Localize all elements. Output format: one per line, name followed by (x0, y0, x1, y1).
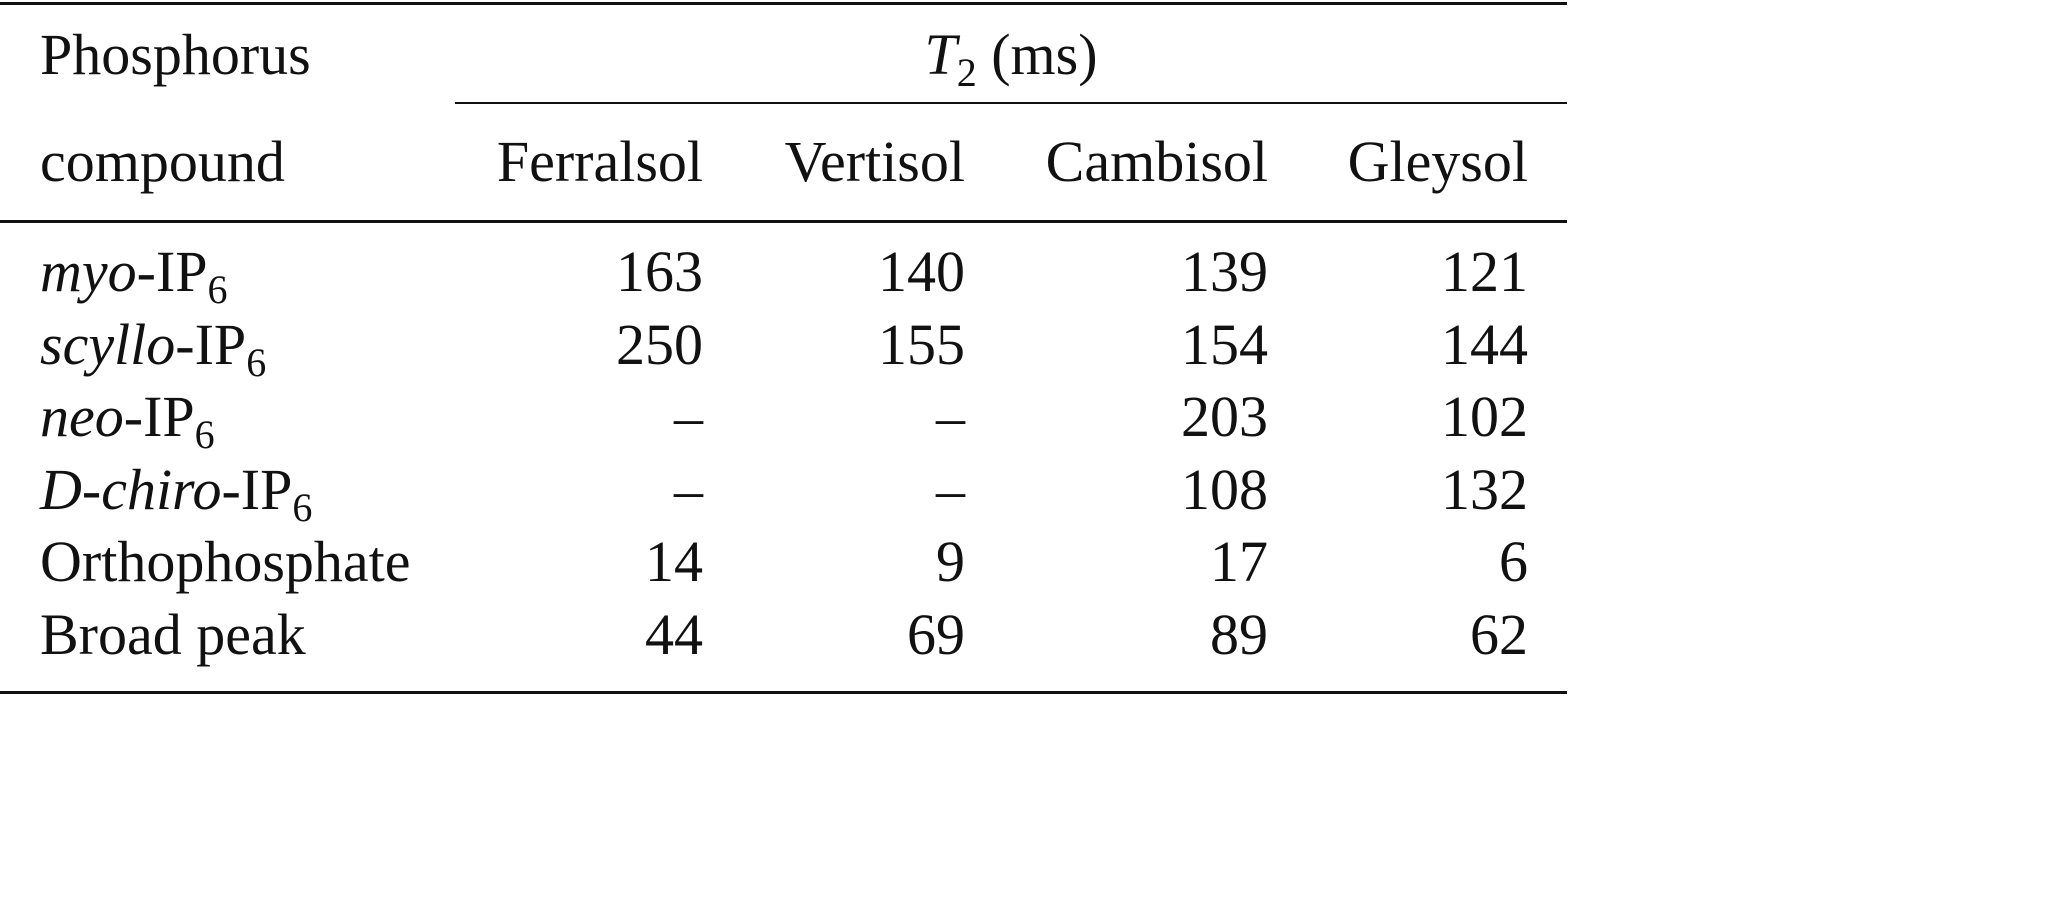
table-row-label: neo-IP6 (40, 388, 215, 455)
t2-subscript: 2 (956, 50, 977, 95)
table-cell: 108 (1181, 456, 1268, 522)
header-rule (0, 220, 1567, 223)
table-row-label: Broad peak (40, 605, 306, 664)
t2-unit: (ms) (976, 22, 1098, 87)
compound-name: -IP (123, 384, 195, 449)
table-row-label: Orthophosphate (40, 533, 411, 591)
table-cell: – (936, 456, 965, 522)
table-cell: 102 (1441, 384, 1528, 449)
table-cell: 155 (878, 311, 965, 377)
group-header: T2 (ms) (455, 26, 1567, 93)
row-header-line2: compound (40, 129, 285, 194)
table-cell: 69 (907, 601, 965, 667)
compound-name: Broad peak (40, 601, 306, 667)
compound-name: -IP (136, 239, 208, 304)
table-cell: 140 (878, 239, 965, 304)
compound-subscript: 6 (194, 412, 215, 457)
table-cell: – (936, 384, 965, 449)
column-header-ferralsol: Ferralsol (496, 129, 703, 194)
table-cell: 139 (1181, 239, 1268, 304)
column-header-vertisol: Vertisol (784, 129, 965, 194)
table-cell: 121 (1441, 239, 1528, 304)
table-row-label: scyllo-IP6 (40, 315, 266, 382)
group-rule (455, 102, 1567, 104)
t2-symbol: T (924, 22, 957, 87)
table-cell: 9 (936, 529, 965, 594)
top-rule (0, 2, 1567, 5)
table-cell: 6 (1499, 529, 1528, 594)
compound-prefix: scyllo (40, 311, 176, 377)
table-cell: 154 (1181, 311, 1268, 377)
table-cell: 89 (1210, 601, 1268, 667)
compound-name: Orthophosphate (40, 529, 411, 594)
table-cell: – (674, 384, 703, 449)
table-cell: 14 (645, 529, 703, 594)
compound-subscript: 6 (207, 267, 228, 312)
table-cell: – (674, 456, 703, 522)
table-cell: 132 (1441, 456, 1528, 522)
compound-name: -IP (221, 456, 293, 522)
compound-prefix: myo (40, 239, 137, 304)
column-header-gleysol: Gleysol (1347, 129, 1528, 194)
compound-subscript: 6 (292, 484, 313, 530)
compound-name: -IP (175, 311, 247, 377)
compound-prefix: neo (40, 384, 124, 449)
table-cell: 250 (616, 311, 703, 377)
table-cell: 17 (1210, 529, 1268, 594)
compound-prefix: D-chiro (40, 456, 222, 522)
table-cell: 144 (1441, 311, 1528, 377)
table-row-label: D-chiro-IP6 (40, 460, 312, 527)
table-cell: 44 (645, 601, 703, 667)
table-row-label: myo-IP6 (40, 243, 228, 310)
table-cell: 163 (616, 239, 703, 304)
row-header-line1: Phosphorus (40, 22, 311, 87)
compound-subscript: 6 (246, 339, 267, 385)
table-cell: 203 (1181, 384, 1268, 449)
bottom-rule (0, 691, 1567, 694)
column-header-cambisol: Cambisol (1045, 129, 1268, 194)
table-cell: 62 (1470, 601, 1528, 667)
